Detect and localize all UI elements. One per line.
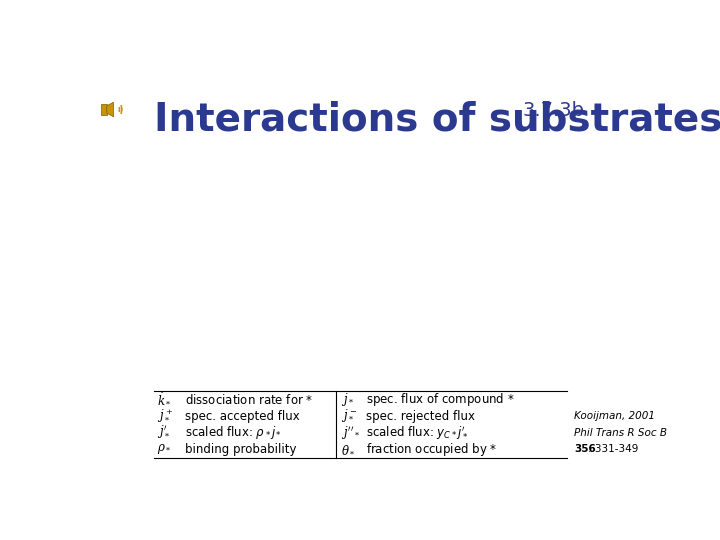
Polygon shape [101,104,107,114]
Text: $\dot{k}_*$: $\dot{k}_*$ [157,392,171,407]
Text: $j_*^+$: $j_*^+$ [157,408,174,424]
Text: : 331-349: : 331-349 [588,444,639,455]
Text: $\theta_*$: $\theta_*$ [341,443,356,456]
Text: spec. rejected flux: spec. rejected flux [366,410,475,423]
Text: scaled flux: $y_{C*} j_*'$: scaled flux: $y_{C*} j_*'$ [366,424,469,441]
Text: $j_*'$: $j_*'$ [157,424,170,441]
Text: 356: 356 [575,444,596,455]
Text: Phil Trans R Soc B: Phil Trans R Soc B [575,428,667,438]
Text: $j''_*$: $j''_*$ [341,424,361,442]
Text: Interactions of substrates: Interactions of substrates [154,100,720,138]
Text: binding probability: binding probability [185,443,297,456]
Text: $\rho_*$: $\rho_*$ [157,442,171,456]
Text: spec. accepted flux: spec. accepted flux [185,410,300,423]
Text: 3.7.3b: 3.7.3b [523,102,585,120]
Text: fraction occupied by $*$: fraction occupied by $*$ [366,441,498,458]
Text: $j_*^-$: $j_*^-$ [341,408,358,424]
Text: spec. flux of compound $*$: spec. flux of compound $*$ [366,391,515,408]
Polygon shape [107,102,114,117]
Text: Kooijman, 2001: Kooijman, 2001 [575,411,655,421]
Text: scaled flux: $\rho_* j_*$: scaled flux: $\rho_* j_*$ [185,424,282,441]
Text: dissociation rate for $*$: dissociation rate for $*$ [185,393,313,407]
Text: $j_*$: $j_*$ [341,391,354,408]
